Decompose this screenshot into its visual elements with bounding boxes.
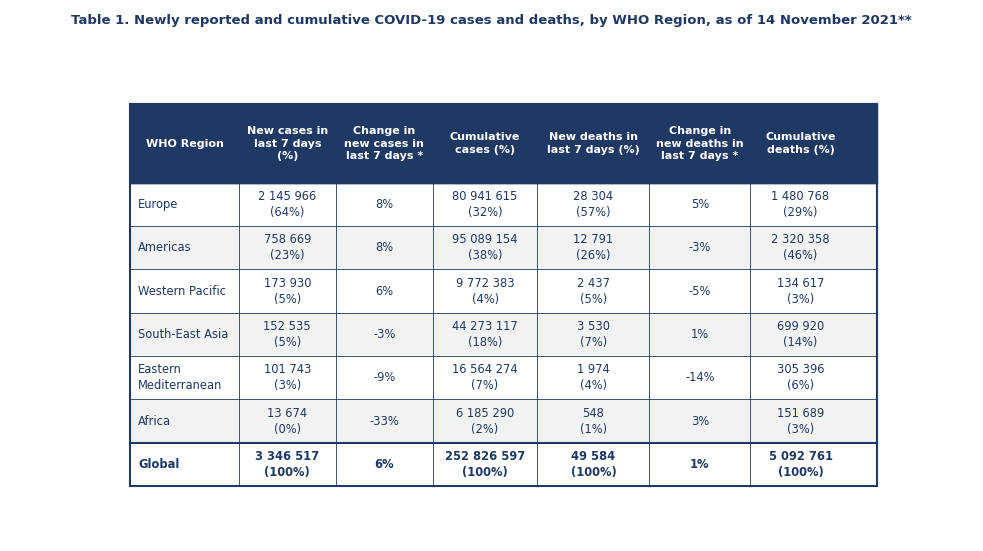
Text: WHO Region: WHO Region — [145, 138, 223, 149]
Text: 2 437
(5%): 2 437 (5%) — [577, 277, 609, 306]
Text: -14%: -14% — [685, 371, 715, 384]
Text: -33%: -33% — [370, 415, 399, 428]
Text: 8%: 8% — [376, 198, 393, 211]
Text: Eastern
Mediterranean: Eastern Mediterranean — [138, 363, 222, 392]
Text: Global: Global — [138, 458, 180, 471]
Text: New deaths in
last 7 days (%): New deaths in last 7 days (%) — [547, 132, 640, 155]
Text: -5%: -5% — [688, 285, 711, 298]
Text: New cases in
last 7 days
(%): New cases in last 7 days (%) — [247, 126, 328, 161]
Text: 44 273 117
(18%): 44 273 117 (18%) — [452, 320, 518, 349]
Text: 95 089 154
(38%): 95 089 154 (38%) — [452, 233, 518, 262]
Text: 9 772 383
(4%): 9 772 383 (4%) — [456, 277, 514, 306]
Text: 13 674
(0%): 13 674 (0%) — [267, 407, 308, 436]
Text: 151 689
(3%): 151 689 (3%) — [777, 407, 824, 436]
Text: 758 669
(23%): 758 669 (23%) — [263, 233, 311, 262]
Text: Western Pacific: Western Pacific — [138, 285, 226, 298]
Text: 548
(1%): 548 (1%) — [580, 407, 607, 436]
Text: 8%: 8% — [376, 241, 393, 255]
Text: Change in
new deaths in
last 7 days *: Change in new deaths in last 7 days * — [656, 126, 743, 161]
Text: Africa: Africa — [138, 415, 171, 428]
Text: 173 930
(5%): 173 930 (5%) — [263, 277, 311, 306]
Text: Cumulative
cases (%): Cumulative cases (%) — [450, 132, 520, 155]
Text: 699 920
(14%): 699 920 (14%) — [777, 320, 824, 349]
Text: 16 564 274
(7%): 16 564 274 (7%) — [452, 363, 518, 392]
Text: 134 617
(3%): 134 617 (3%) — [777, 277, 824, 306]
Text: 252 826 597
(100%): 252 826 597 (100%) — [445, 450, 525, 479]
Text: 101 743
(3%): 101 743 (3%) — [263, 363, 311, 392]
Text: 6 185 290
(2%): 6 185 290 (2%) — [456, 407, 514, 436]
Text: 5%: 5% — [691, 198, 709, 211]
Text: 1 480 768
(29%): 1 480 768 (29%) — [772, 190, 830, 219]
Text: 5 092 761
(100%): 5 092 761 (100%) — [769, 450, 833, 479]
Text: 12 791
(26%): 12 791 (26%) — [573, 233, 613, 262]
Text: 1%: 1% — [691, 328, 709, 341]
Text: -9%: -9% — [374, 371, 395, 384]
Text: 49 584
(100%): 49 584 (100%) — [570, 450, 616, 479]
Text: 152 535
(5%): 152 535 (5%) — [263, 320, 312, 349]
Text: 1%: 1% — [690, 458, 710, 471]
Text: 3%: 3% — [691, 415, 709, 428]
Text: 2 320 358
(46%): 2 320 358 (46%) — [772, 233, 830, 262]
Text: -3%: -3% — [374, 328, 395, 341]
Text: 1 974
(4%): 1 974 (4%) — [577, 363, 609, 392]
Text: 3 346 517
(100%): 3 346 517 (100%) — [256, 450, 319, 479]
Text: Cumulative
deaths (%): Cumulative deaths (%) — [766, 132, 836, 155]
Text: -3%: -3% — [688, 241, 711, 255]
Text: 6%: 6% — [375, 458, 394, 471]
Text: Table 1. Newly reported and cumulative COVID-19 cases and deaths, by WHO Region,: Table 1. Newly reported and cumulative C… — [71, 14, 912, 27]
Text: Americas: Americas — [138, 241, 192, 255]
Text: Europe: Europe — [138, 198, 179, 211]
Text: South-East Asia: South-East Asia — [138, 328, 228, 341]
Text: 80 941 615
(32%): 80 941 615 (32%) — [452, 190, 518, 219]
Text: 3 530
(7%): 3 530 (7%) — [577, 320, 609, 349]
Text: 6%: 6% — [376, 285, 393, 298]
Text: 28 304
(57%): 28 304 (57%) — [573, 190, 613, 219]
Text: Change in
new cases in
last 7 days *: Change in new cases in last 7 days * — [344, 126, 425, 161]
Text: 2 145 966
(64%): 2 145 966 (64%) — [259, 190, 317, 219]
Text: 305 396
(6%): 305 396 (6%) — [777, 363, 825, 392]
